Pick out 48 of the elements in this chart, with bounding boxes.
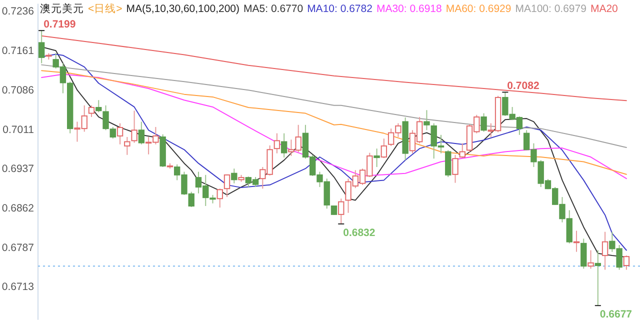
candlestick	[216, 188, 223, 208]
candlestick	[623, 255, 630, 270]
y-tick-label: 0.6713	[2, 281, 34, 294]
y-tick-label: 0.7161	[2, 45, 34, 58]
candlestick	[580, 238, 587, 270]
chart-title: 澳元美元	[40, 2, 84, 15]
candlestick	[380, 138, 388, 159]
text: MA20	[590, 3, 618, 15]
annotation: 0.7082	[507, 80, 540, 92]
text: MA30: 0.6918	[376, 3, 442, 15]
candlestick	[124, 136, 130, 156]
text: MA100: 0.6979	[515, 3, 587, 15]
candlestick	[88, 104, 95, 118]
candlestick	[452, 154, 458, 184]
candlestick	[588, 250, 594, 270]
text: MA10: 0.6782	[307, 3, 373, 15]
y-tick-label: 0.6862	[2, 202, 34, 215]
chart-subtitle: <日线>	[88, 2, 122, 15]
y-tick-label: 0.7086	[2, 84, 34, 97]
candlestick	[96, 100, 102, 113]
annotation: 0.6832	[343, 226, 376, 239]
annotation: 0.7199	[44, 18, 76, 31]
y-tick-label: 0.6937	[2, 163, 34, 176]
candlestick	[374, 148, 380, 168]
candlestick	[594, 250, 602, 306]
candlestick	[131, 110, 138, 144]
candlestick	[602, 231, 608, 270]
candlestick	[138, 121, 145, 145]
candlestick	[116, 122, 124, 145]
candlestick	[445, 150, 452, 178]
annotation: 0.6677	[600, 308, 632, 320]
y-tick-label: 0.6787	[2, 242, 34, 254]
text: MA5: 0.6770	[244, 3, 304, 15]
candlestick	[480, 112, 487, 132]
y-tick-label: 0.7236	[2, 6, 34, 18]
candlestick	[424, 110, 430, 131]
candlestick	[280, 132, 288, 158]
candlestick	[459, 142, 466, 159]
candlestick	[231, 168, 238, 184]
line-series	[41, 64, 627, 148]
y-tick-label: 0.7011	[2, 124, 34, 136]
candlestick	[338, 198, 344, 224]
candlestick	[274, 132, 280, 154]
candlestick	[224, 174, 230, 198]
legend-title: MA(5,10,30,60,100,200)	[126, 3, 240, 15]
line-series	[41, 35, 627, 102]
candlestick	[38, 30, 45, 64]
text: MA60: 0.6929	[446, 3, 512, 15]
